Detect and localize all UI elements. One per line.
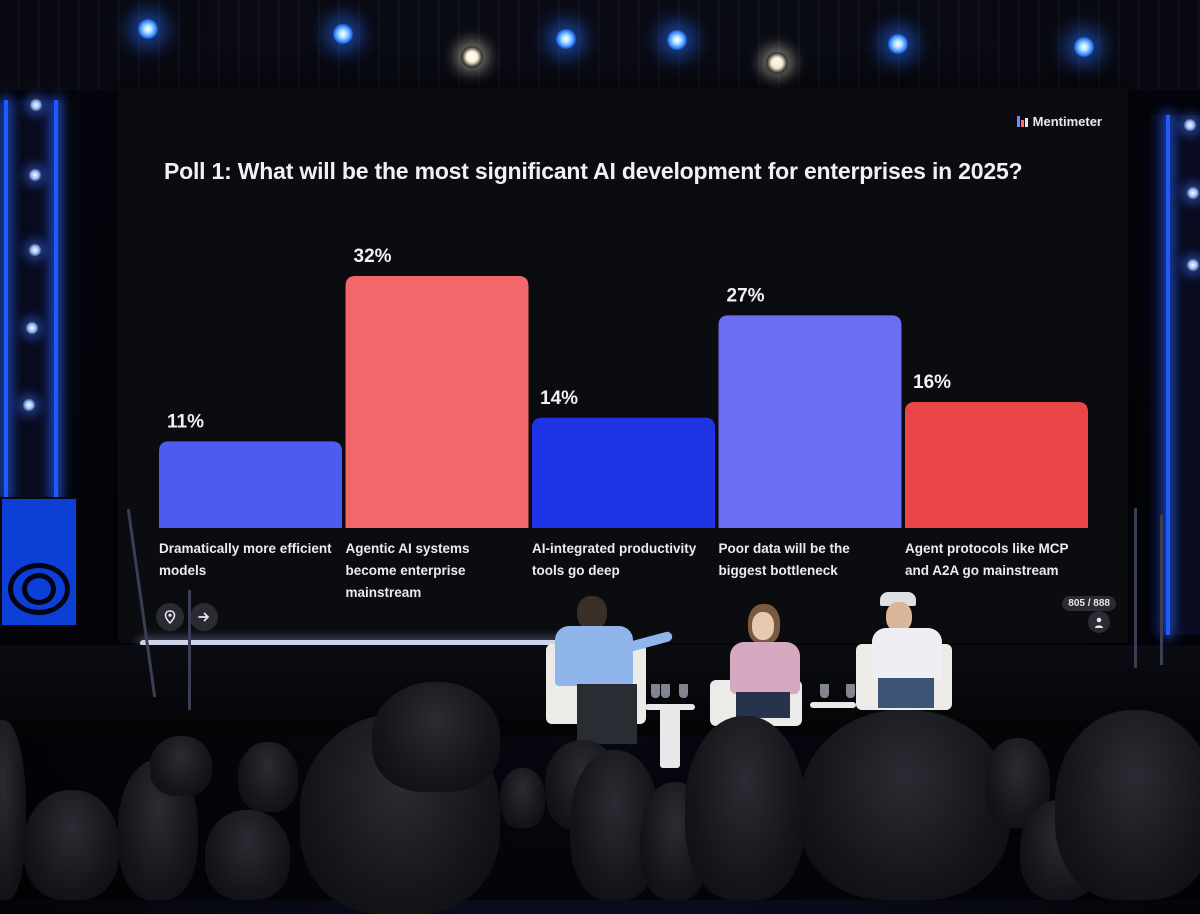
right-light-pillar xyxy=(1150,115,1200,635)
bar-5 xyxy=(905,402,1088,528)
speaker-right xyxy=(872,592,952,720)
side-light xyxy=(1186,258,1200,272)
audience-head xyxy=(205,810,290,900)
side-table xyxy=(810,702,856,708)
mentimeter-logo-icon xyxy=(1016,116,1028,127)
water-glass xyxy=(846,684,855,698)
left-light-pillar xyxy=(0,100,62,500)
audience-head xyxy=(372,682,500,792)
arrow-right-icon xyxy=(198,612,210,622)
side-light xyxy=(28,168,42,182)
side-light xyxy=(28,243,42,257)
bar-1 xyxy=(159,441,342,528)
bar-4 xyxy=(718,315,902,528)
side-light xyxy=(29,98,43,112)
stage-light xyxy=(1073,36,1095,58)
bar-value-label-2: 32% xyxy=(354,246,392,267)
stair-rail xyxy=(1160,515,1163,665)
bar-value-label-3: 14% xyxy=(540,388,578,409)
audience-head xyxy=(1055,710,1200,900)
bar-category-label-4: Poor data will be the biggest bottleneck xyxy=(719,541,851,578)
stage-light xyxy=(766,52,788,74)
bar-3 xyxy=(532,417,715,528)
response-counter: 805 / 888 xyxy=(1062,596,1116,611)
side-light xyxy=(1183,118,1197,132)
side-light xyxy=(25,321,39,335)
location-button[interactable] xyxy=(156,603,184,631)
mentimeter-brand: Mentimeter xyxy=(1016,114,1102,129)
audience-head xyxy=(24,790,119,900)
map-pin-icon xyxy=(164,610,176,624)
side-light xyxy=(22,398,36,412)
audience-head xyxy=(500,768,545,828)
stage-light xyxy=(666,29,688,51)
side-table xyxy=(660,708,680,768)
bar-category-label-2: Agentic AI systems become enterprise mains… xyxy=(346,541,470,600)
stage-light xyxy=(332,23,354,45)
side-light xyxy=(1186,186,1200,200)
stage-light xyxy=(887,33,909,55)
bar-category-label-3: AI-integrated productivity tools go deep xyxy=(532,541,697,578)
bar-value-label-1: 11% xyxy=(167,411,204,432)
stair-rail xyxy=(188,590,191,710)
stair-rail xyxy=(1134,508,1137,668)
stage-light-strip xyxy=(140,640,628,646)
event-logo-board xyxy=(0,497,78,627)
speaker-left xyxy=(555,596,674,746)
water-glass xyxy=(651,684,660,698)
lighting-truss xyxy=(0,0,1200,90)
audience xyxy=(0,682,1200,914)
side-table xyxy=(645,704,695,710)
person-icon xyxy=(1095,617,1103,628)
stage-light xyxy=(555,28,577,50)
bar-category-label-1: Dramatically more efficient models xyxy=(159,541,332,578)
poll-bar-chart: 11% Dramatically more efficient models 32% A… xyxy=(159,246,1088,600)
water-glass xyxy=(661,684,670,698)
stage-light xyxy=(137,18,159,40)
audience-head xyxy=(150,736,212,796)
audience-head xyxy=(238,742,298,812)
poll-title: Poll 1: What will be the most significan… xyxy=(164,158,1023,184)
next-slide-button[interactable] xyxy=(190,603,218,631)
audience-head xyxy=(0,720,26,900)
bar-value-label-4: 27% xyxy=(727,285,765,306)
speaker-center xyxy=(728,604,808,722)
water-glass xyxy=(679,684,688,698)
presentation-screen: Mentimeter Poll 1: What will be the most… xyxy=(118,88,1128,643)
bar-value-label-5: 16% xyxy=(913,372,951,393)
brand-name: Mentimeter xyxy=(1032,114,1102,129)
participants-button[interactable] xyxy=(1088,611,1110,633)
audience-head xyxy=(800,710,1010,900)
bar-category-label-5: Agent protocols like MCP and A2A go mains… xyxy=(905,541,1069,578)
stage-light xyxy=(461,46,483,68)
bar-2 xyxy=(345,276,529,528)
water-glass xyxy=(820,684,829,698)
audience-head xyxy=(685,716,805,900)
